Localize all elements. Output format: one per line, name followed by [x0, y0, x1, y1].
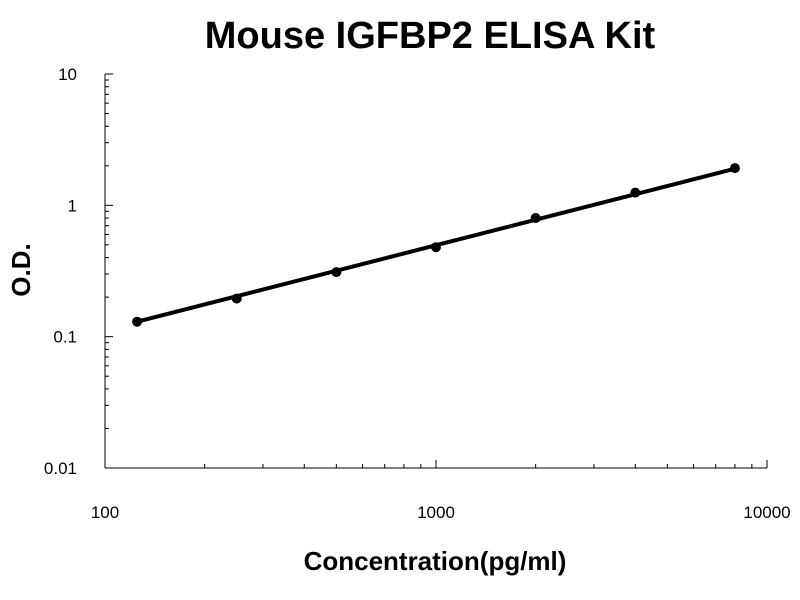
x-tick-label: 1000: [417, 503, 455, 522]
data-point: [431, 242, 441, 253]
plot-points: [132, 163, 740, 327]
y-tick-label: 1: [68, 196, 77, 215]
x-ticks: [104, 460, 768, 468]
x-tick-label: 10000: [743, 503, 790, 522]
data-point: [231, 293, 242, 304]
data-point: [331, 267, 342, 278]
y-tick-label: 10: [58, 65, 77, 84]
axes: [104, 74, 767, 469]
data-point: [630, 187, 641, 198]
y-tick-label: 0.01: [44, 459, 77, 478]
data-point: [729, 163, 740, 174]
x-axis-title: Concentration(pg/ml): [304, 546, 567, 576]
y-ticks: [105, 73, 113, 469]
chart-title: Mouse IGFBP2 ELISA Kit: [205, 15, 656, 57]
y-tick-labels: 0.01 0.1 1 10: [44, 65, 77, 478]
data-point: [530, 213, 541, 224]
y-axis-title: O.D.: [6, 243, 36, 296]
x-tick-label: 100: [91, 503, 119, 522]
data-point: [132, 316, 143, 327]
y-tick-label: 0.1: [53, 328, 77, 347]
x-tick-labels: 100 1000 10000: [91, 503, 791, 522]
